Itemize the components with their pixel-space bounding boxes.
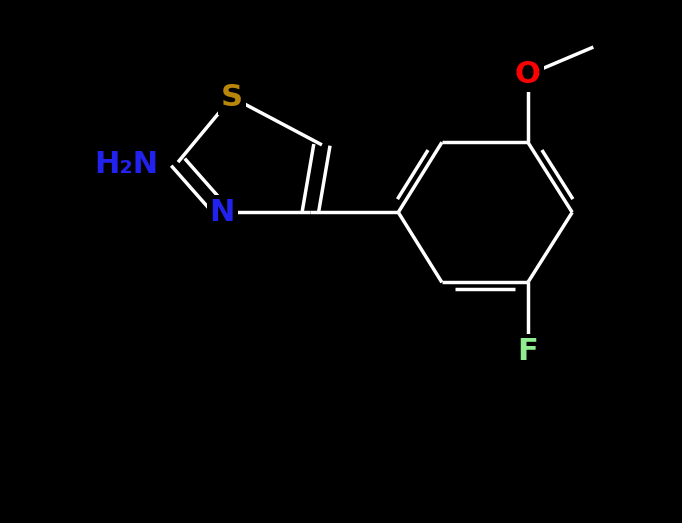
Text: O: O: [515, 60, 541, 89]
Text: N: N: [209, 198, 235, 227]
Text: S: S: [221, 83, 243, 112]
Text: H₂N: H₂N: [94, 150, 158, 179]
Text: F: F: [518, 337, 538, 367]
